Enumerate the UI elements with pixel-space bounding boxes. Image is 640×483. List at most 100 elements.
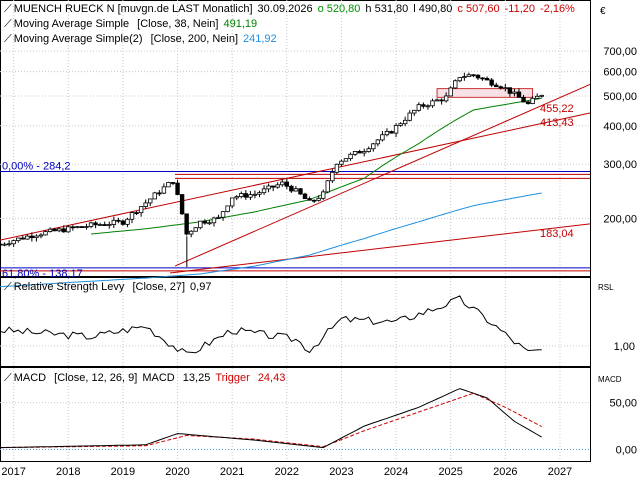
candle-body xyxy=(20,237,25,240)
candle-body xyxy=(480,77,485,80)
low-value: l 490,80 xyxy=(413,3,453,15)
y-tick-label: 500,00 xyxy=(603,91,637,103)
candle-body xyxy=(61,228,66,233)
candle-body xyxy=(530,97,535,104)
rsl-panel-frame xyxy=(0,277,591,367)
candle-body xyxy=(102,224,107,226)
candle-body xyxy=(307,198,312,201)
macd-panel-frame xyxy=(0,367,591,462)
price-header: ⟋ MUENCH RUECK N [muvgn.de LAST Monatlich… xyxy=(4,3,580,16)
x-tick-label: 2025 xyxy=(438,466,462,478)
candle-body xyxy=(462,76,467,78)
trend-icon: ⟋ xyxy=(4,3,12,15)
sma38-legend: ⟋ Moving Average Simple [Close, 38, Nein]… xyxy=(4,18,262,31)
level-413-label: 413,43 xyxy=(540,117,574,129)
candle-body xyxy=(443,95,449,102)
candle-body xyxy=(352,151,358,155)
macd-icon: ⟋ xyxy=(4,372,12,384)
price-panel-frame xyxy=(0,0,591,277)
sma200-params: [Close, 200, Nein] xyxy=(150,33,239,45)
candle-body xyxy=(166,182,171,188)
candle-body xyxy=(384,131,390,136)
x-tick-label: 2020 xyxy=(165,466,189,478)
candle-body xyxy=(393,125,399,134)
candle-body xyxy=(448,87,453,97)
candle-body xyxy=(52,228,57,232)
candle-body xyxy=(361,151,367,154)
change-pct-value: -2,16% xyxy=(539,3,575,15)
candle-body xyxy=(434,99,440,102)
x-tick-label: 2027 xyxy=(548,466,572,478)
y-tick-label: 600,00 xyxy=(603,67,637,79)
candle-body xyxy=(339,160,344,165)
chart-layers: 2017 2018 2019 2020 2021 2022 2023 2024 2025 2026… xyxy=(0,6,637,478)
candle-body xyxy=(425,105,431,108)
candle-body xyxy=(125,218,130,225)
candle-body xyxy=(466,74,472,77)
trigger-value: 24,43 xyxy=(257,372,286,384)
candle-body xyxy=(316,197,321,201)
candle-body xyxy=(6,243,12,246)
candle-body xyxy=(289,185,294,192)
rsl-icon: ⟋ xyxy=(4,281,12,293)
candle-body xyxy=(412,109,417,114)
candle-body xyxy=(498,86,503,89)
candle-body xyxy=(75,226,80,228)
trendline-long xyxy=(169,223,591,274)
candle-body xyxy=(234,196,239,199)
candle-body xyxy=(516,91,522,98)
candle-body xyxy=(34,235,39,239)
sma38-icon: ⟋ xyxy=(4,18,12,30)
sma38-value: 491,19 xyxy=(223,18,258,30)
candle-body xyxy=(56,228,62,232)
candle-body xyxy=(266,185,271,190)
candle-body xyxy=(330,171,335,182)
instrument-name: MUENCH RUECK N [muvgn.de LAST Monatlich] xyxy=(13,3,253,15)
trigger-label: Trigger xyxy=(215,372,250,384)
fib-0-label: 0,00% - 284,2 xyxy=(2,160,71,172)
candle-body xyxy=(311,199,317,202)
candle-body xyxy=(0,243,3,246)
candle-body xyxy=(88,222,94,227)
sma200-value: 241,92 xyxy=(243,33,277,45)
candle-body xyxy=(348,153,353,160)
candle-body xyxy=(193,227,198,232)
candle-body xyxy=(198,220,203,229)
macd-title: MACD xyxy=(13,372,47,384)
candle-body xyxy=(475,74,481,79)
candle-body xyxy=(343,158,349,162)
candle-body xyxy=(97,224,103,226)
sma200-icon: ⟋ xyxy=(4,33,12,45)
candle-body xyxy=(170,182,176,184)
macd-value: 13,25 xyxy=(182,372,211,384)
macd-line xyxy=(0,388,542,449)
candle-body xyxy=(293,188,299,192)
candle-body xyxy=(107,224,112,226)
candle-body xyxy=(430,100,435,107)
macd-tick-label: 0,00 xyxy=(616,445,637,457)
y-tick-label: 700,00 xyxy=(603,46,637,58)
trigger-line xyxy=(0,392,542,449)
candle-body xyxy=(84,226,89,228)
candle-body xyxy=(421,104,426,107)
candle-body xyxy=(525,101,531,104)
candle-body xyxy=(375,139,381,145)
candle-body xyxy=(161,186,167,194)
candle-body xyxy=(325,180,330,193)
candle-body xyxy=(521,96,526,103)
candle-body xyxy=(321,191,326,199)
candle-body xyxy=(453,80,458,89)
open-value: o 520,80 xyxy=(317,3,361,15)
date-label: 30.09.2026 xyxy=(257,3,313,15)
candle-body xyxy=(229,197,235,207)
x-tick-label: 2023 xyxy=(329,466,353,478)
candle-body xyxy=(175,182,180,195)
candle-body xyxy=(157,192,162,195)
candle-body xyxy=(302,193,308,200)
fib-618-label: 61,80% - 138,17 xyxy=(2,268,83,280)
sma200-legend: ⟋ Moving Average Simple(2) [Close, 200, N… xyxy=(4,33,282,46)
trendline-rising xyxy=(174,83,591,267)
candle-body xyxy=(248,194,253,198)
